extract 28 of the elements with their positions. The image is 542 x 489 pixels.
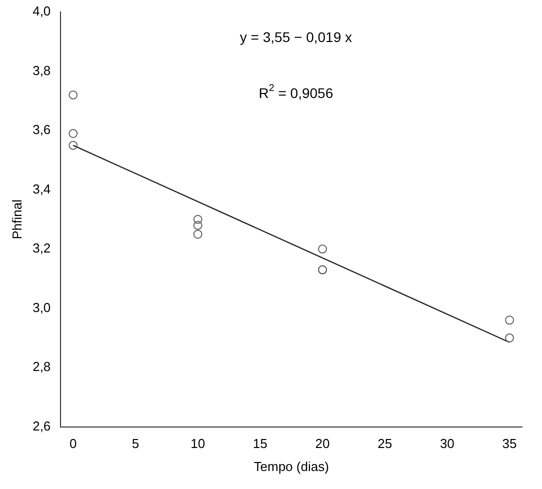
point [505, 333, 514, 342]
y-axis-title: Phfinal [9, 199, 24, 240]
y-tick-label: 3,4 [32, 181, 51, 196]
x-axis-title: Tempo (dias) [254, 458, 329, 474]
y-tick-label: 3,6 [32, 122, 51, 138]
point [505, 316, 514, 325]
x-tick-label: 20 [315, 436, 330, 452]
x-tick-label: 0 [70, 436, 77, 452]
point [68, 140, 78, 150]
y-tick-label: 3,0 [32, 300, 51, 315]
point [193, 220, 202, 230]
y-tick-label: 3,2 [32, 240, 51, 256]
x-tick-label: 30 [440, 436, 454, 452]
y-tick-label: 4,0 [32, 4, 51, 19]
x-tick-label: 15 [252, 436, 268, 452]
annotation: y = 3,55 − 0,019 x [240, 28, 352, 45]
point [193, 214, 202, 224]
y-tick-label: 2,6 [32, 418, 51, 434]
point [318, 244, 328, 254]
x-tick-label: 10 [190, 436, 206, 452]
point [193, 230, 202, 239]
x-tick-label: 35 [502, 436, 517, 452]
y-tick-label: 2,8 [32, 359, 51, 374]
y-tick-label: 3,8 [32, 62, 51, 78]
point [68, 90, 78, 100]
x-tick-label: 5 [132, 436, 140, 452]
point [68, 128, 78, 138]
x-tick-label: 25 [378, 436, 392, 452]
